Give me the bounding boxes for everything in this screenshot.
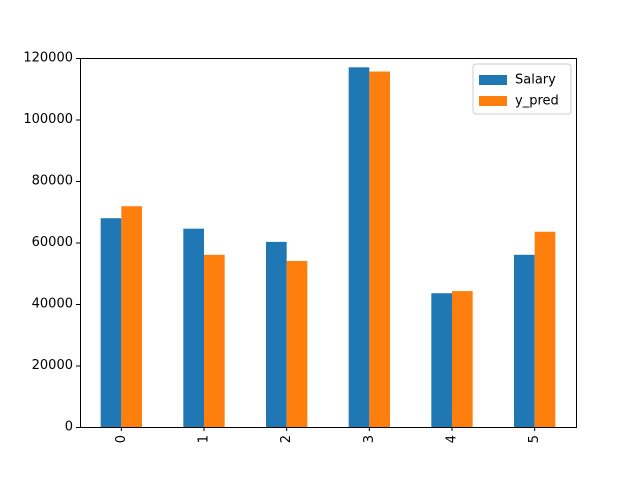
plot-frame: [80, 58, 577, 428]
y-tick-label: 40000: [32, 297, 73, 312]
y-tick-label: 60000: [32, 235, 73, 250]
bar-y_pred-4: [452, 291, 473, 427]
bar-Salary-3: [348, 67, 370, 427]
bar-Salary-2: [266, 241, 287, 427]
bar-Salary-1: [183, 228, 204, 427]
y-tick-label: 20000: [32, 358, 73, 373]
bar-Salary-0: [100, 218, 122, 427]
y-tick-label: 0: [65, 420, 73, 435]
y-axis-ticks: 0 20000 40000 60000 80000 100000 120000: [23, 51, 80, 435]
x-tick-label: 3: [362, 435, 377, 443]
legend-swatch: [479, 75, 507, 85]
legend: Salary y_pred: [472, 63, 572, 115]
y-tick-label: 100000: [23, 112, 73, 127]
bar-y_pred-0: [121, 206, 142, 427]
x-tick-label: 1: [197, 435, 212, 443]
bar-y_pred-1: [204, 254, 225, 427]
x-tick-label: 2: [279, 435, 294, 443]
y-tick-label: 120000: [23, 51, 73, 66]
legend-label: y_pred: [515, 94, 559, 109]
bar-y_pred-2: [286, 260, 308, 427]
bar-Salary-4: [431, 293, 452, 427]
x-tick-label: 5: [527, 435, 542, 443]
x-axis-ticks: 0 1 2 3 4 5: [114, 427, 542, 443]
bar-y_pred-3: [369, 71, 390, 427]
legend-swatch: [479, 96, 507, 106]
y-tick-label: 80000: [32, 174, 73, 189]
bar-y_pred-5: [534, 231, 556, 427]
bars-group: [100, 67, 556, 427]
bar-Salary-5: [514, 254, 535, 427]
legend-label: Salary: [515, 73, 556, 88]
x-tick-label: 0: [114, 435, 129, 443]
x-tick-label: 4: [445, 435, 460, 443]
